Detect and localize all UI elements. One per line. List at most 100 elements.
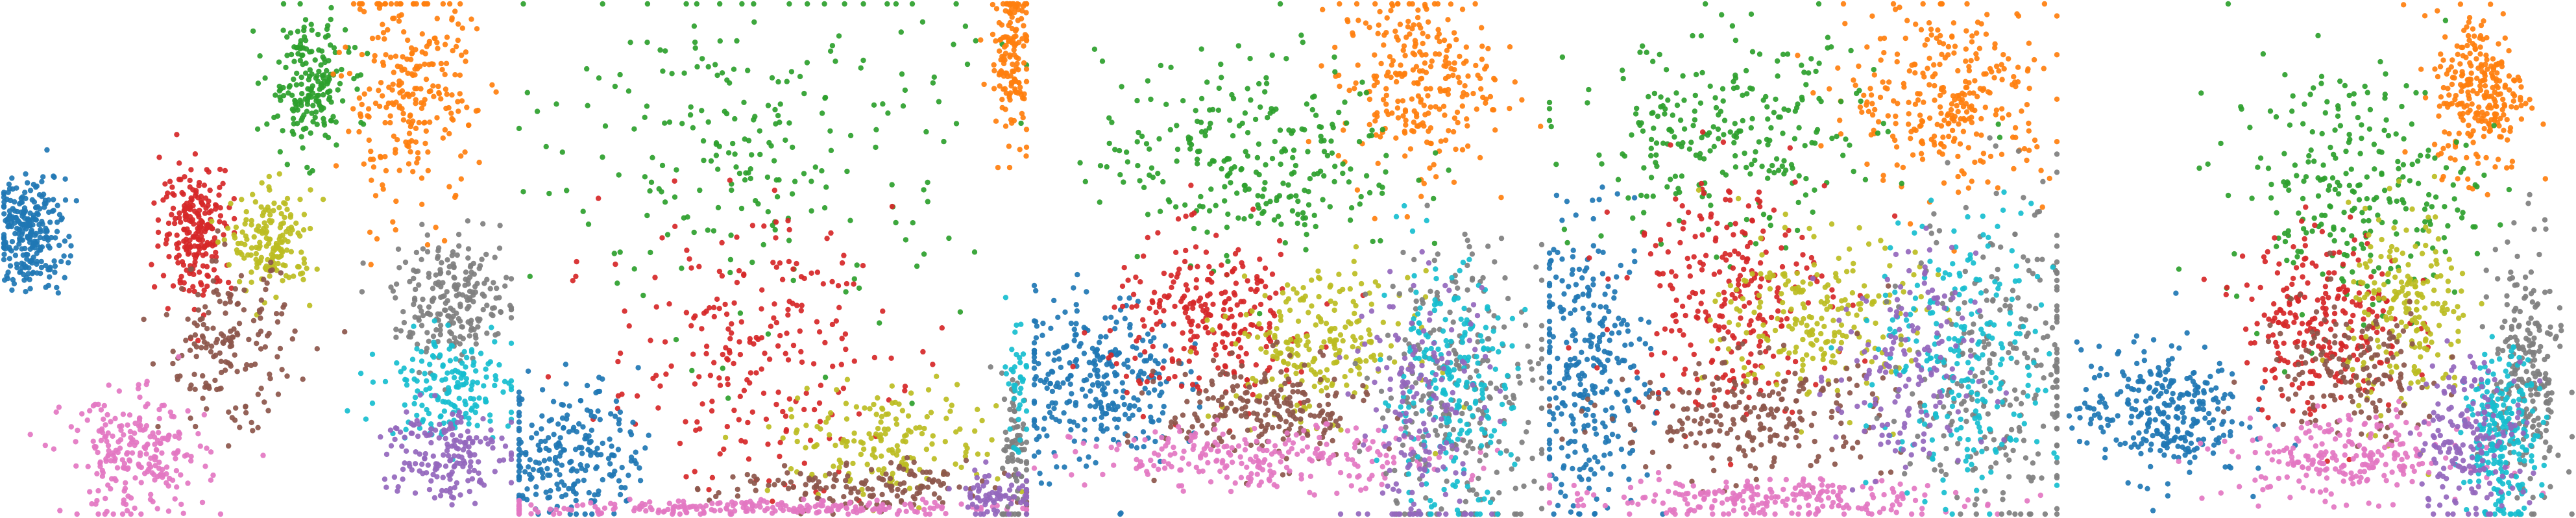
- point: [1209, 158, 1215, 164]
- point: [508, 387, 515, 393]
- point: [137, 452, 143, 459]
- point: [236, 278, 243, 285]
- point: [916, 505, 922, 511]
- point: [1106, 115, 1112, 121]
- point: [989, 437, 995, 443]
- point: [962, 23, 969, 29]
- point: [588, 500, 594, 506]
- point: [855, 489, 861, 495]
- point: [440, 1, 446, 7]
- point: [314, 346, 320, 352]
- point: [692, 381, 698, 387]
- point: [701, 157, 707, 164]
- point: [410, 169, 416, 175]
- point: [283, 64, 289, 71]
- point: [324, 68, 330, 74]
- point: [775, 79, 781, 85]
- point: [770, 260, 776, 265]
- point: [699, 326, 705, 332]
- point: [1394, 72, 1400, 78]
- point: [422, 455, 428, 462]
- point: [727, 336, 733, 341]
- point: [92, 445, 98, 451]
- point: [188, 195, 194, 201]
- point: [1267, 295, 1273, 301]
- point: [443, 487, 449, 494]
- point: [1346, 179, 1352, 185]
- point: [956, 484, 962, 490]
- point: [1210, 301, 1216, 307]
- point: [860, 57, 866, 64]
- point: [1452, 115, 1458, 121]
- point: [457, 492, 463, 498]
- point: [1423, 86, 1429, 92]
- point: [783, 137, 788, 143]
- point: [893, 452, 900, 458]
- point: [104, 438, 110, 445]
- point: [859, 486, 865, 493]
- point: [990, 31, 996, 38]
- point: [439, 377, 445, 383]
- point: [1011, 47, 1017, 53]
- point: [121, 461, 128, 467]
- point: [696, 264, 702, 269]
- point: [1185, 315, 1191, 321]
- point: [1207, 291, 1213, 297]
- point: [713, 153, 720, 158]
- point: [383, 52, 389, 58]
- point: [827, 410, 834, 416]
- point: [626, 88, 632, 94]
- point: [314, 73, 320, 79]
- point: [267, 371, 273, 377]
- point: [1421, 180, 1427, 186]
- point: [273, 311, 280, 317]
- point: [1403, 122, 1409, 128]
- point: [644, 103, 650, 109]
- point: [1383, 169, 1389, 175]
- point: [19, 199, 25, 205]
- point: [304, 108, 310, 114]
- point: [1352, 86, 1357, 92]
- point: [829, 321, 836, 328]
- point: [34, 270, 40, 276]
- point: [858, 439, 864, 445]
- point: [546, 447, 552, 453]
- point: [467, 463, 474, 469]
- point: [672, 178, 677, 184]
- point: [836, 304, 842, 310]
- point: [1051, 357, 1057, 363]
- point: [233, 224, 239, 230]
- point: [963, 442, 969, 448]
- point: [266, 240, 272, 247]
- point: [812, 164, 818, 170]
- point: [422, 61, 428, 68]
- point: [619, 465, 625, 471]
- point: [746, 456, 752, 462]
- point: [452, 72, 458, 78]
- point: [1197, 203, 1203, 209]
- point: [46, 209, 52, 216]
- point: [851, 281, 857, 287]
- point: [696, 374, 702, 380]
- point: [1538, 123, 1544, 129]
- point: [1222, 364, 1228, 370]
- point: [1267, 330, 1273, 336]
- point: [1156, 136, 1162, 142]
- point: [406, 140, 412, 145]
- point: [851, 486, 857, 491]
- point: [268, 260, 274, 265]
- point: [1378, 352, 1383, 358]
- point: [156, 154, 162, 160]
- point: [555, 421, 561, 427]
- point: [258, 315, 263, 321]
- point: [481, 482, 487, 488]
- point: [1429, 58, 1435, 64]
- point: [5, 190, 11, 195]
- point: [1389, 1, 1395, 7]
- point: [1097, 199, 1102, 205]
- point: [1353, 302, 1359, 309]
- point: [420, 296, 426, 302]
- point: [325, 134, 332, 141]
- point: [773, 219, 779, 225]
- point: [110, 511, 116, 517]
